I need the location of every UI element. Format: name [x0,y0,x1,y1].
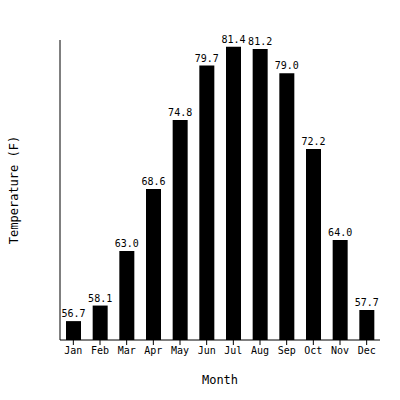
svg-text:Mar: Mar [118,345,136,356]
svg-text:64.0: 64.0 [328,227,352,238]
svg-text:Jul: Jul [224,345,242,356]
svg-text:Apr: Apr [144,345,162,356]
svg-text:Temperature (F): Temperature (F) [8,136,21,244]
svg-text:63.0: 63.0 [115,238,139,249]
svg-text:Jun: Jun [198,345,216,356]
svg-text:Oct: Oct [304,345,322,356]
svg-text:68.6: 68.6 [141,176,165,187]
svg-text:79.0: 79.0 [275,60,299,71]
svg-text:79.7: 79.7 [195,53,219,64]
svg-text:Month: Month [202,373,238,387]
svg-text:72.2: 72.2 [301,136,325,147]
svg-text:Feb: Feb [91,345,109,356]
svg-text:74.8: 74.8 [168,107,192,118]
svg-text:81.4: 81.4 [221,34,245,45]
svg-text:Aug: Aug [251,345,269,356]
svg-text:Sep: Sep [278,345,296,356]
svg-text:81.2: 81.2 [248,36,272,47]
svg-text:58.1: 58.1 [88,293,112,304]
svg-text:57.7: 57.7 [355,297,379,308]
svg-text:May: May [171,345,189,356]
svg-text:56.7: 56.7 [61,308,85,319]
svg-text:Jan: Jan [64,345,82,356]
svg-text:Nov: Nov [331,345,349,356]
svg-text:Dec: Dec [358,345,376,356]
